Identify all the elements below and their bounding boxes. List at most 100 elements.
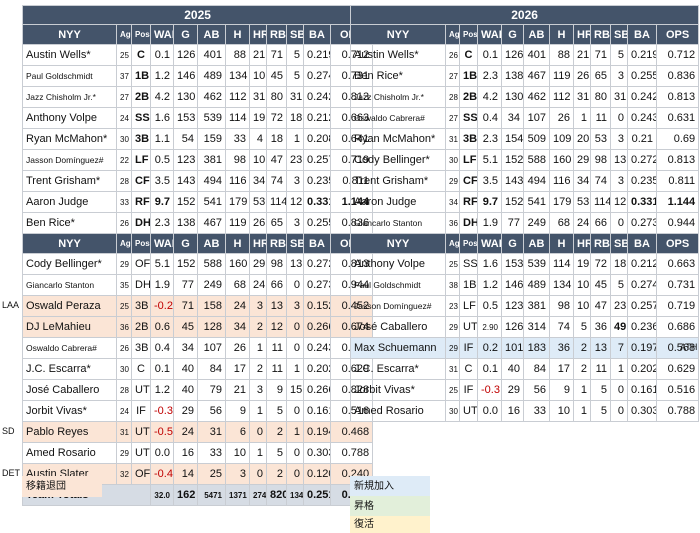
stat-hr: 0 (249, 463, 267, 485)
stat-age: 29 (445, 337, 460, 359)
player-row: Jorbit Vivas* 25 IF -0.3 29 56 9 1 5 0 0.161 0.516 (350, 379, 700, 401)
stat-war: 4.2 (150, 86, 174, 108)
stat-g: 152 (501, 149, 524, 171)
column-header: G (173, 233, 198, 254)
stat-war: 0.5 (150, 149, 174, 171)
stat-rbi: 11 (590, 107, 611, 129)
stat-g: 154 (501, 128, 524, 150)
stat-ops: 0.944 (655, 212, 700, 234)
stat-ab: 249 (523, 212, 550, 234)
stat-war: 1.6 (477, 253, 502, 275)
stat-war: 2.3 (477, 128, 502, 150)
stat-hr: 20 (573, 128, 591, 150)
total-h: 1371 (225, 484, 250, 506)
stat-age: 32 (116, 463, 132, 485)
stat-age: 30 (445, 400, 460, 422)
stat-h: 34 (225, 316, 250, 338)
stat-age: 34 (445, 191, 460, 213)
stat-hr: 19 (573, 253, 591, 275)
stat-ba: 0.331 (627, 191, 657, 213)
stat-rbi: 72 (590, 253, 611, 275)
player-row: Cody Bellinger* 29 OF 5.1 152 588 160 29 98 13 0.2… (22, 253, 374, 275)
total-ab: 5471 (197, 484, 226, 506)
stat-age: 27 (445, 65, 460, 87)
column-header: SB (286, 24, 304, 45)
header-row: NYYAgePosWARGABHHRRBISBBAOPS (22, 24, 374, 45)
stat-rbi: 53 (590, 128, 611, 150)
stat-hr: 1 (573, 379, 591, 401)
stat-war: 5.1 (150, 253, 174, 275)
stat-sb: 3 (610, 65, 628, 87)
player-name: Jorbit Vivas* (22, 400, 117, 422)
stat-ops: 0.788 (329, 442, 374, 464)
season-year: 2026 (349, 5, 700, 25)
stat-war: -0.3 (477, 379, 502, 401)
stat-hr: 1 (249, 400, 267, 422)
stat-war: 1.2 (150, 379, 174, 401)
stat-hr: 10 (573, 274, 591, 296)
player-row: Oswaldo Cabrera#263B0.4341072611100.2430… (22, 337, 374, 359)
stat-pos: 1B (459, 65, 478, 87)
stat-ab: 381 (523, 295, 550, 317)
stat-h: 134 (549, 274, 574, 296)
stat-g: 123 (173, 149, 198, 171)
stat-ba: 0.273 (303, 274, 331, 296)
player-row: Austin Wells* 26 C 0.1 126 401 88 21 71 5 0.219 0.7… (350, 44, 700, 66)
total-ba: 0.251 (303, 484, 331, 506)
player-row: Ryan McMahon*303B1.1541593341810.2080.64… (22, 128, 374, 150)
stat-g: 16 (173, 442, 198, 464)
stat-hr: 24 (573, 212, 591, 234)
stat-sb: 49 (610, 316, 628, 338)
player-name: Jorbit Vivas* (350, 379, 446, 401)
stat-rbi: 11 (266, 337, 287, 359)
stat-pos: UT (459, 316, 478, 338)
stat-sb: 0 (286, 442, 304, 464)
column-header: HR (573, 233, 591, 254)
stat-sb: 12 (610, 191, 628, 213)
roster-table-2025: 2025NYYAgePosWARGABHHRRBISBBAOPSAustin W… (21, 5, 374, 506)
player-name: Jasson Domínguez# (22, 149, 117, 171)
player-row: Anthony Volpe 25 SS 1.6 153 539 114 19 72 18 0.212… (350, 253, 700, 275)
stat-rbi: 12 (266, 316, 287, 338)
stat-sb: 7 (610, 337, 628, 359)
stat-rbi: 47 (590, 295, 611, 317)
stat-hr: 1 (573, 400, 591, 422)
stat-ops: 0.468 (329, 421, 374, 443)
stat-ab: 25 (197, 463, 226, 485)
stat-hr: 10 (249, 65, 267, 87)
stat-pos: DH (459, 212, 478, 234)
player-row: Paul Goldschmidt 38 1B 1.2 146 489 134 10 45 5 0.2… (350, 274, 700, 296)
stat-ab: 509 (523, 128, 550, 150)
stat-h: 10 (549, 400, 574, 422)
stat-sb: 1 (286, 128, 304, 150)
stat-ab: 541 (523, 191, 550, 213)
stat-rbi: 36 (590, 316, 611, 338)
player-row: Max Schuemann 29 IF 0.2 101 183 36 2 13 7 0.197 0.5… (350, 337, 700, 359)
stat-hr: 10 (573, 295, 591, 317)
stat-hr: 2 (573, 358, 591, 380)
stat-h: 17 (549, 358, 574, 380)
stat-pos: 3B (131, 128, 151, 150)
stat-war: 0.4 (150, 337, 174, 359)
player-name: Oswaldo Cabrera# (350, 107, 446, 129)
stat-rbi: 5 (590, 379, 611, 401)
total-war: 32.0 (150, 484, 174, 506)
stat-sb: 15 (286, 379, 304, 401)
stat-rbi: 45 (590, 274, 611, 296)
player-name: J.C. Escarra* (350, 358, 446, 380)
player-row: Giancarlo Stanton 36 DH 1.9 77 249 68 24 66 0 0.27… (350, 212, 700, 234)
stat-ab: 56 (523, 379, 550, 401)
stat-war: 0.2 (477, 337, 502, 359)
stat-ab: 381 (197, 149, 226, 171)
player-name: José Caballero (22, 379, 117, 401)
column-header: SB (610, 24, 628, 45)
stat-hr: 26 (573, 65, 591, 87)
stat-g: 146 (501, 274, 524, 296)
legend-returned: 復活 (350, 516, 430, 533)
total-sb: 134 (286, 484, 304, 506)
stat-ops: 0.811 (655, 170, 700, 192)
stat-sb: 12 (286, 191, 304, 213)
stat-age: 25 (116, 44, 132, 66)
